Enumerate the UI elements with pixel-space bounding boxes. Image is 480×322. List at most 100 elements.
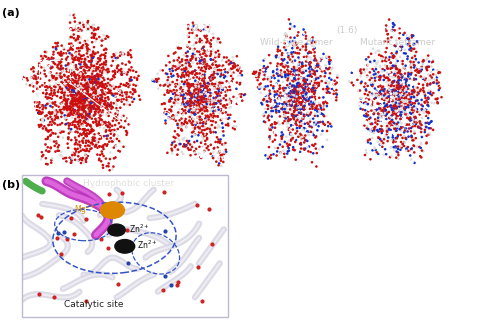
Point (178, 128, 186, 133)
Point (295, 103, 302, 109)
Point (210, 100, 217, 106)
Point (388, 153, 396, 158)
Point (46, 109, 53, 115)
Point (383, 63, 391, 69)
Point (291, 87, 299, 92)
Point (65, 81, 72, 86)
Point (166, 143, 173, 148)
Point (194, 84, 202, 90)
Point (323, 90, 331, 95)
Point (127, 90, 134, 95)
Point (395, 98, 402, 103)
Point (95, 81, 103, 86)
Point (195, 94, 203, 99)
Point (402, 82, 409, 87)
Point (402, 84, 410, 89)
Point (285, 71, 292, 77)
Point (84, 143, 92, 148)
Point (174, 101, 181, 106)
Point (83, 85, 90, 90)
Point (92, 79, 99, 84)
Point (107, 110, 114, 115)
Point (220, 55, 228, 60)
Point (312, 164, 320, 169)
Point (187, 64, 194, 69)
Point (49, 56, 57, 61)
Point (82, 110, 90, 116)
Point (63, 104, 71, 109)
Point (311, 58, 318, 63)
Point (290, 64, 298, 70)
Point (366, 119, 373, 124)
Point (206, 99, 214, 104)
Point (197, 95, 204, 100)
Point (272, 53, 280, 59)
Point (386, 89, 394, 94)
Point (83, 134, 90, 139)
Point (36, 100, 43, 105)
Point (203, 101, 211, 106)
Point (191, 88, 199, 93)
Point (78, 93, 86, 98)
Point (405, 70, 412, 75)
Point (236, 80, 244, 86)
Point (297, 102, 305, 108)
Point (269, 139, 276, 144)
Point (292, 93, 300, 98)
Point (389, 100, 396, 106)
Point (72, 101, 79, 106)
Point (72, 97, 80, 102)
Point (363, 114, 371, 119)
Point (193, 83, 201, 88)
Point (119, 50, 127, 55)
Point (384, 104, 392, 109)
Point (35, 69, 43, 74)
Point (406, 74, 413, 79)
Point (288, 101, 295, 106)
Point (61, 116, 69, 121)
Point (393, 98, 400, 103)
Point (294, 87, 302, 92)
Point (62, 159, 70, 164)
Point (265, 118, 273, 123)
Point (401, 92, 409, 97)
Point (199, 88, 206, 93)
Point (176, 91, 183, 96)
Point (211, 81, 219, 87)
Point (78, 114, 86, 119)
Point (398, 72, 406, 78)
Point (72, 90, 80, 95)
Point (415, 69, 423, 74)
Point (210, 102, 218, 107)
Point (293, 92, 301, 97)
Point (93, 122, 100, 127)
Point (307, 122, 315, 127)
Point (392, 96, 399, 101)
Point (75, 107, 83, 112)
Point (67, 99, 75, 105)
Point (218, 116, 226, 121)
Point (174, 147, 182, 152)
Point (68, 98, 75, 103)
Point (302, 98, 310, 103)
Point (94, 80, 101, 85)
Point (197, 103, 204, 108)
Point (65, 126, 72, 131)
Point (225, 58, 232, 63)
Point (232, 51, 240, 56)
Point (82, 120, 90, 126)
Point (92, 142, 100, 147)
Point (34, 86, 41, 91)
Point (288, 112, 296, 118)
Point (92, 117, 100, 122)
Point (81, 62, 88, 67)
Point (405, 74, 412, 79)
Point (84, 88, 91, 93)
Point (284, 85, 292, 90)
Point (214, 63, 221, 69)
Point (36, 76, 44, 81)
Point (398, 98, 406, 103)
Point (84, 74, 92, 79)
Point (201, 80, 208, 86)
Point (189, 103, 196, 109)
